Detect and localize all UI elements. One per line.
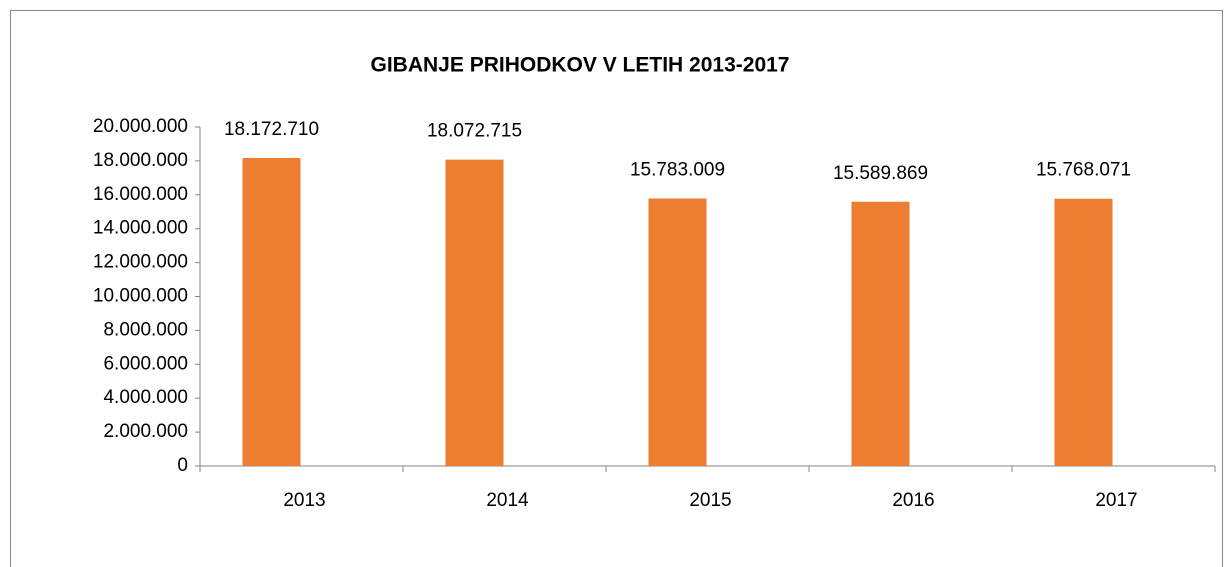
y-tick-label: 18.000.000 <box>93 150 188 171</box>
y-tick-label: 4.000.000 <box>103 387 188 408</box>
bar <box>851 201 910 467</box>
bar <box>445 159 504 466</box>
y-tick-label: 10.000.000 <box>93 286 188 307</box>
value-label: 15.768.071 <box>1036 160 1131 181</box>
chart-border <box>10 10 1223 567</box>
x-tick-label: 2017 <box>1095 490 1137 511</box>
value-label: 15.589.869 <box>833 163 928 184</box>
value-label: 15.783.009 <box>630 159 725 180</box>
value-label: 18.172.710 <box>224 119 319 140</box>
y-tick-label: 20.000.000 <box>93 116 188 137</box>
y-tick-label: 6.000.000 <box>103 353 188 374</box>
x-tick-label: 2016 <box>892 490 934 511</box>
x-tick-label: 2013 <box>283 490 325 511</box>
x-tick-label: 2014 <box>486 490 529 511</box>
bar <box>1054 198 1113 466</box>
value-label: 18.072.715 <box>427 121 522 142</box>
bar <box>242 157 301 466</box>
bar <box>648 198 707 466</box>
y-tick-label: 8.000.000 <box>103 319 188 340</box>
y-tick-label: 2.000.000 <box>103 421 188 442</box>
y-tick-label: 16.000.000 <box>93 184 188 205</box>
x-tick-label: 2015 <box>689 490 731 511</box>
y-tick-label: 12.000.000 <box>93 252 188 273</box>
y-tick-label: 14.000.000 <box>93 218 188 239</box>
y-tick-label: 0 <box>177 455 188 476</box>
chart-title: GIBANJE PRIHODKOV V LETIH 2013-2017 <box>371 54 790 77</box>
